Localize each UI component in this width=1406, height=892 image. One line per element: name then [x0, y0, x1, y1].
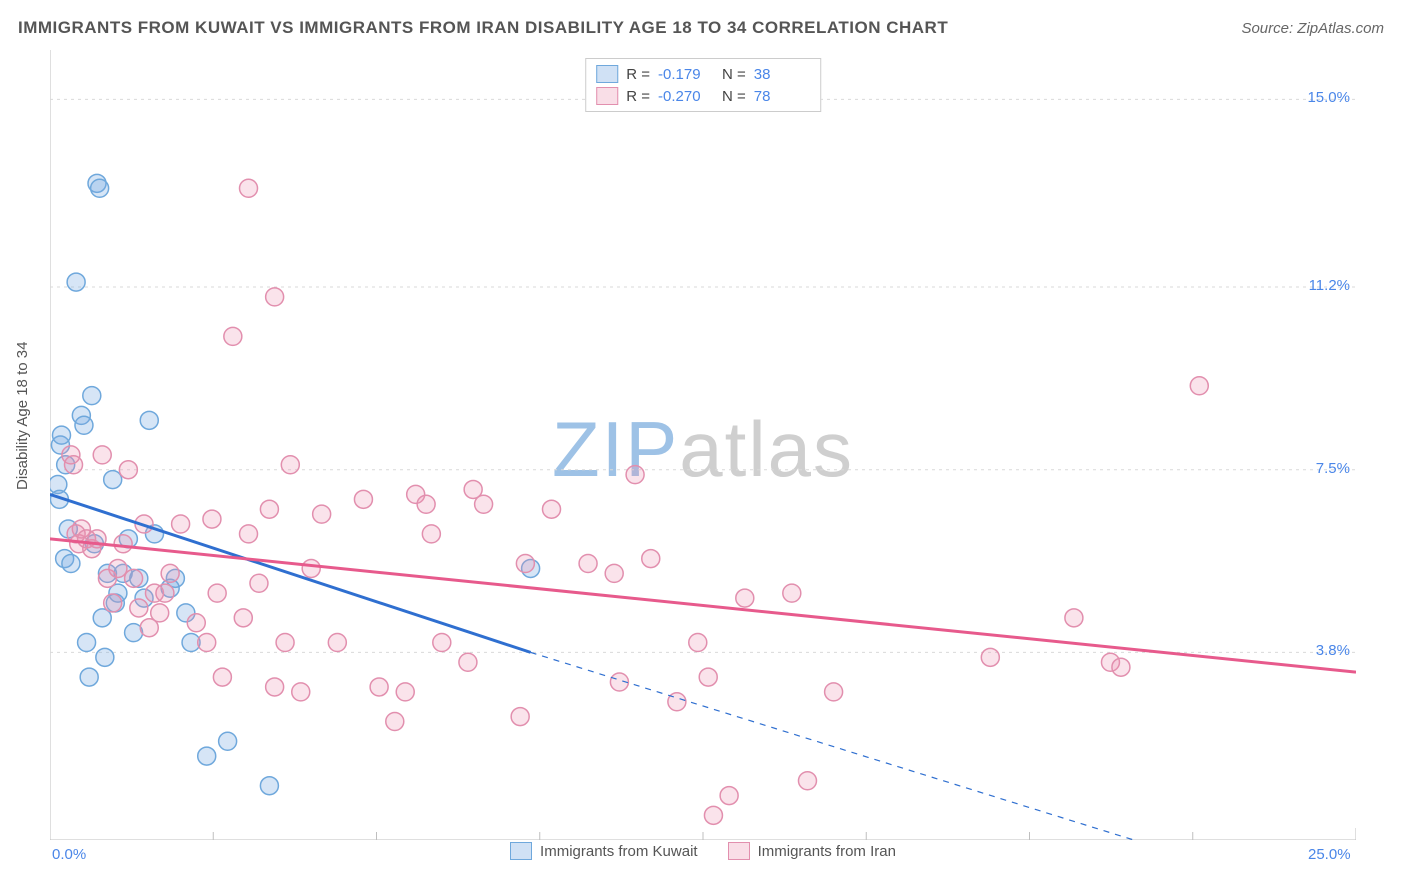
correlation-legend-row: R = -0.179 N = 38: [596, 63, 810, 85]
legend-swatch: [596, 65, 618, 83]
legend-swatch: [510, 842, 532, 860]
series-legend-label: Immigrants from Kuwait: [540, 843, 698, 860]
n-value: 78: [754, 88, 810, 105]
n-value: 38: [754, 66, 810, 83]
y-tick-label: 3.8%: [1316, 642, 1350, 659]
n-label: N =: [722, 66, 746, 83]
chart-area: ZIPatlas R =-0.179N =38R =-0.270N =78 Im…: [50, 50, 1356, 858]
source-attribution: Source: ZipAtlas.com: [1241, 20, 1384, 37]
y-tick-label: 15.0%: [1307, 89, 1350, 106]
series-legend-item: Immigrants from Iran: [728, 842, 896, 860]
series-legend-item: Immigrants from Kuwait: [510, 842, 698, 860]
r-label: R =: [626, 66, 650, 83]
n-label: N =: [722, 88, 746, 105]
legend-swatch: [596, 87, 618, 105]
correlation-legend-row: R = -0.270 N = 78: [596, 85, 810, 107]
series-legend: Immigrants from Kuwait Immigrants from Ir…: [50, 842, 1356, 860]
x-tick-label: 0.0%: [52, 846, 86, 863]
x-tick-label: 25.0%: [1308, 846, 1351, 863]
r-value: -0.179: [658, 66, 714, 83]
r-label: R =: [626, 88, 650, 105]
r-value: -0.270: [658, 88, 714, 105]
legend-swatch: [728, 842, 750, 860]
chart-title: IMMIGRANTS FROM KUWAIT VS IMMIGRANTS FRO…: [18, 18, 948, 38]
series-legend-label: Immigrants from Iran: [758, 843, 896, 860]
scatter-plot: [50, 50, 1356, 840]
y-tick-label: 7.5%: [1316, 460, 1350, 477]
correlation-legend: R = -0.179 N = 38 R = -0.270 N = 78: [585, 58, 821, 112]
y-tick-label: 11.2%: [1309, 277, 1350, 294]
y-axis-label: Disability Age 18 to 34: [14, 342, 31, 490]
